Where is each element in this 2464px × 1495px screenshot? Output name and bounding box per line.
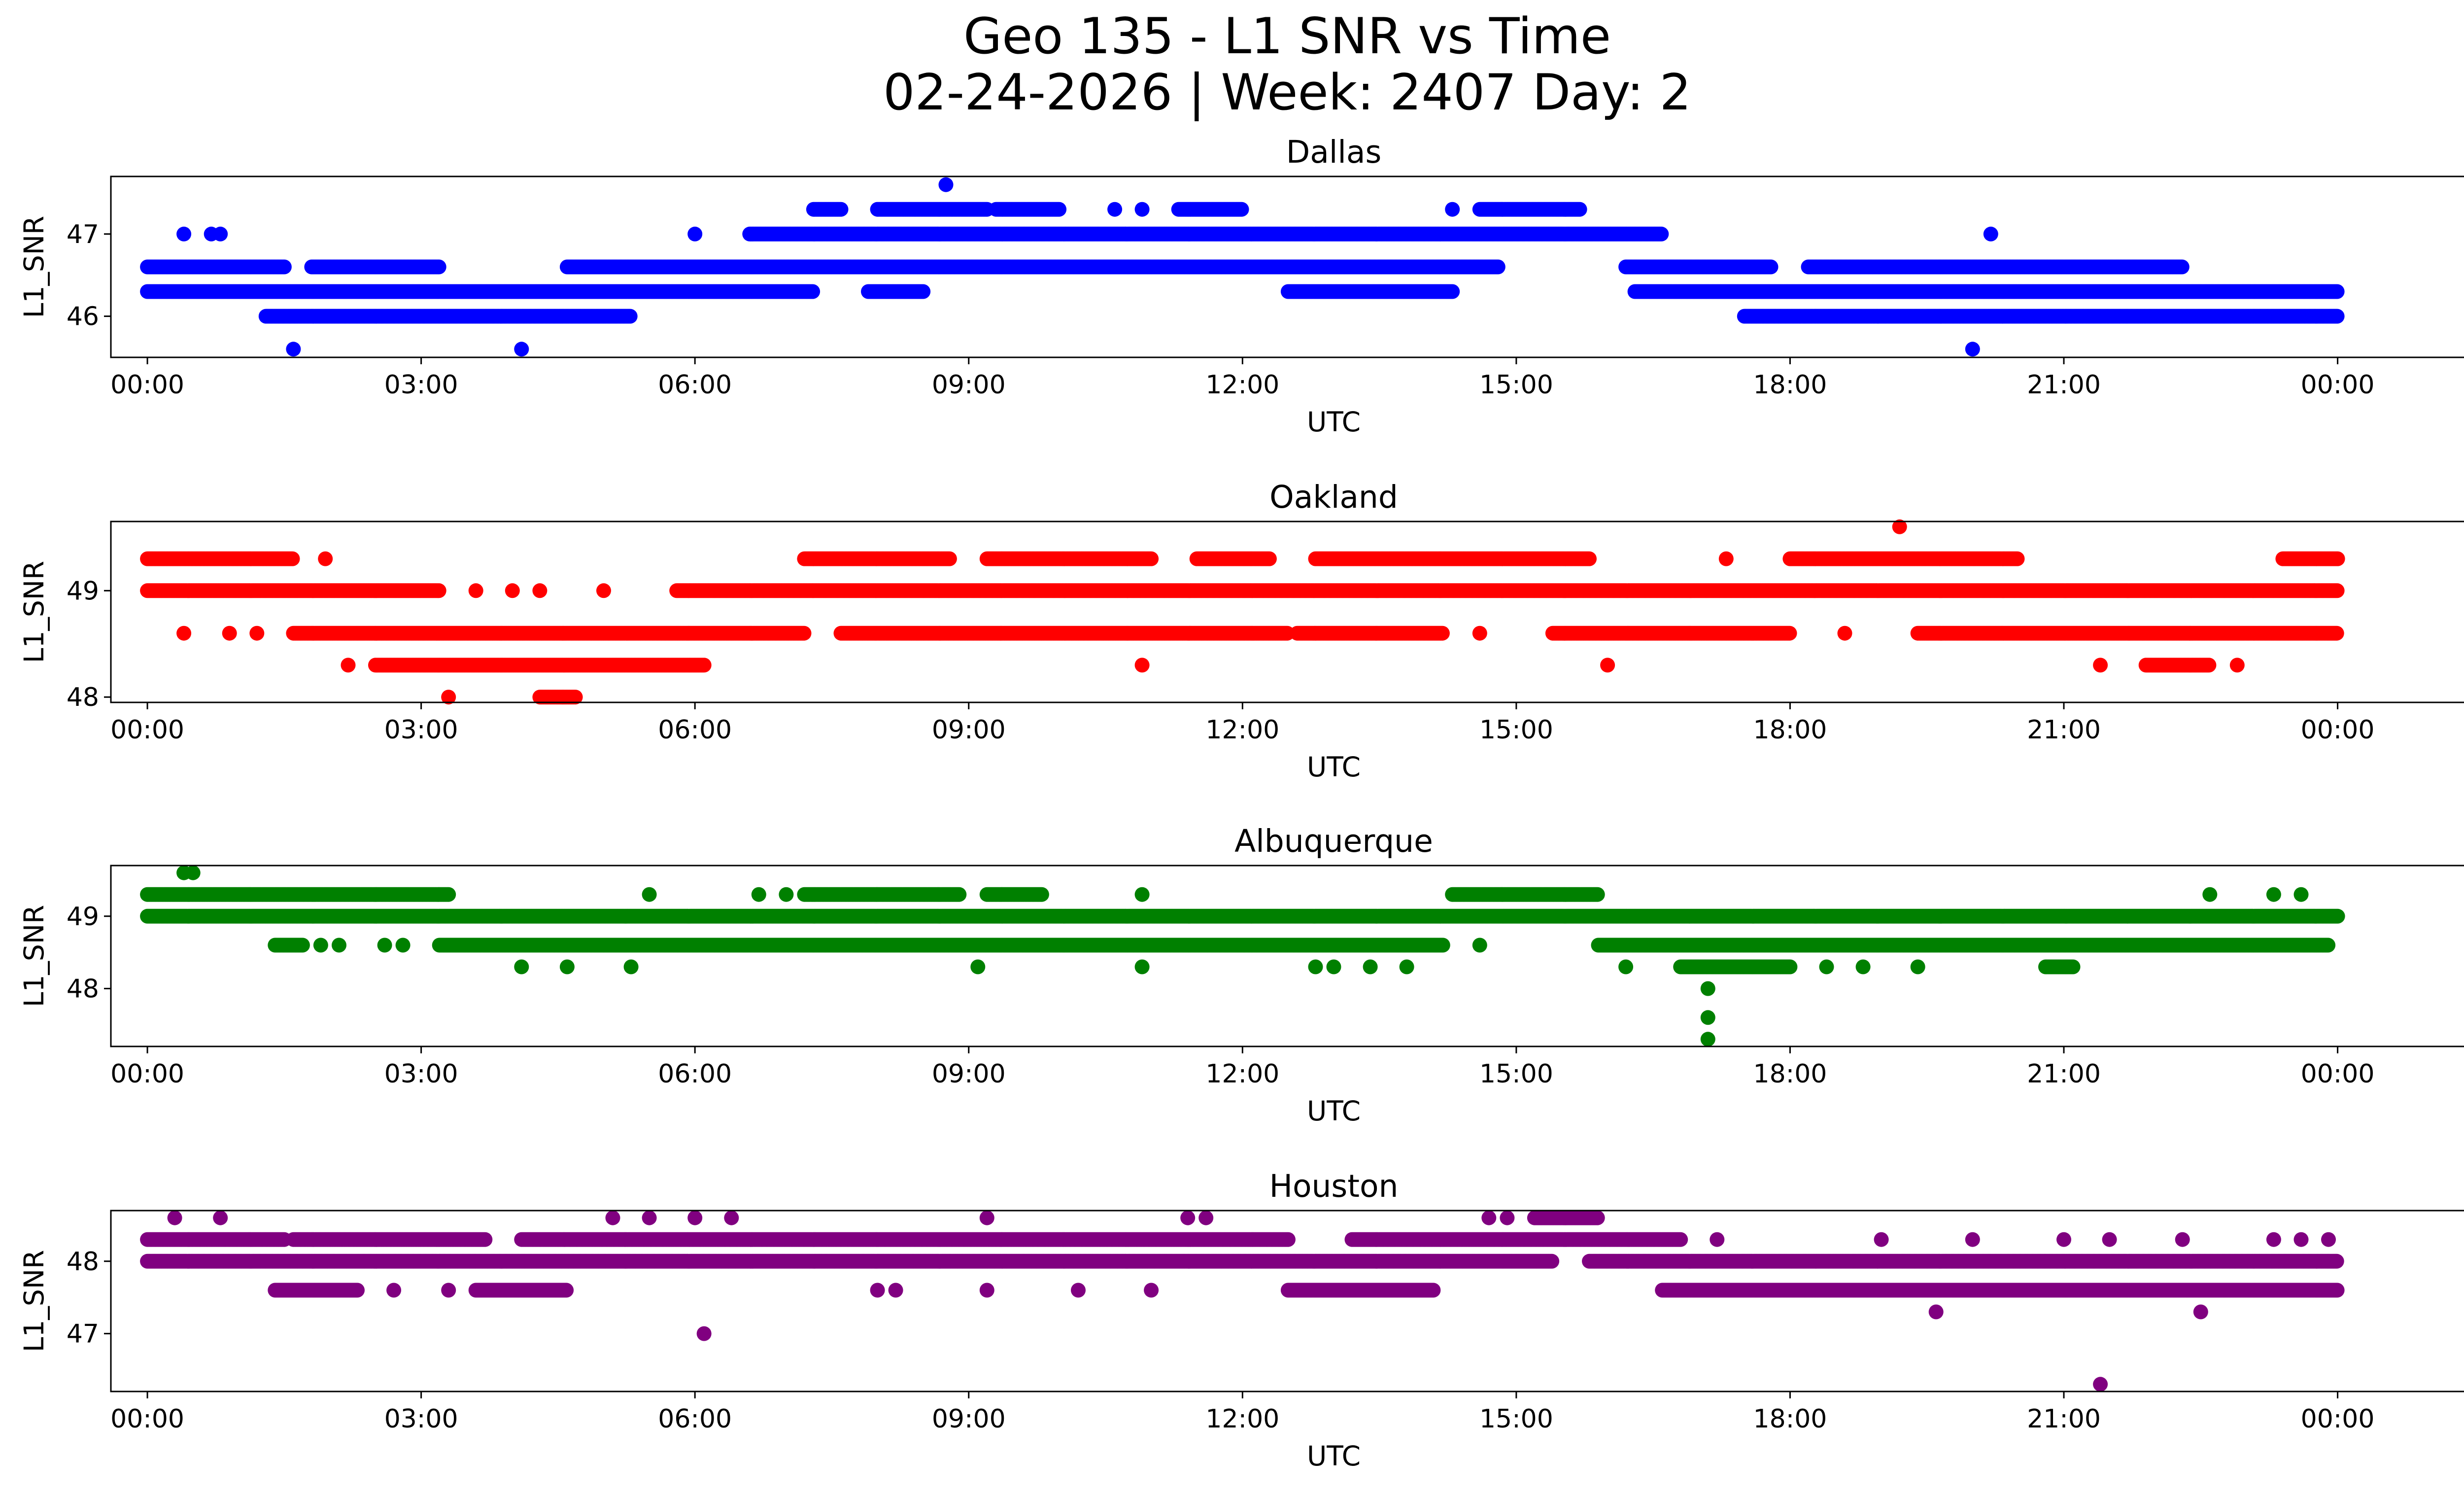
data-point	[805, 284, 821, 299]
x-tick-label: 18:00	[1753, 370, 1827, 400]
data-point	[916, 284, 931, 299]
data-point	[1572, 202, 1587, 217]
data-point	[1763, 259, 1779, 275]
data-point	[1134, 658, 1150, 673]
x-tick-label: 06:00	[658, 370, 732, 400]
data-point	[2229, 658, 2245, 673]
data-point	[2093, 658, 2108, 673]
data-point	[2329, 309, 2345, 324]
data-point	[213, 226, 228, 242]
data-point	[286, 342, 301, 357]
y-tick-label: 47	[67, 220, 99, 249]
subplot-title-dallas: Dallas	[1286, 134, 1382, 170]
data-point	[1965, 342, 1980, 357]
data-point	[1654, 226, 1669, 242]
x-tick-label: 09:00	[932, 370, 1006, 400]
data-point	[1445, 202, 1460, 217]
data-point	[938, 177, 954, 192]
x-tick-label: 00:00	[110, 370, 184, 400]
data-point	[833, 202, 849, 217]
figure-title-line-1: Geo 135 - L1 SNR vs Time	[963, 7, 1611, 65]
y-axis-label-dallas: L1_SNR	[18, 216, 50, 318]
data-point	[1600, 658, 1615, 673]
data-point	[796, 626, 812, 641]
subplots: Dallas 00:00 03:00 06:00 09:00 12:00 15:00 18:0…	[18, 134, 2464, 1472]
x-tick-label: 15:00	[1479, 370, 1553, 400]
subplot-title-oakland: Oakland	[1269, 479, 1398, 515]
x-tick-label: 00:00	[2301, 370, 2375, 400]
data-point	[1445, 284, 1460, 299]
subplot-dallas: Dallas 00:00 03:00 06:00 09:00 12:00 15:00 18:0…	[18, 134, 2464, 438]
data-point	[431, 259, 446, 275]
data-point	[696, 658, 712, 673]
data-point	[1234, 202, 1249, 217]
data-point	[514, 342, 529, 357]
data-point	[276, 259, 292, 275]
y-tick-label: 46	[67, 302, 99, 332]
data-point	[1983, 226, 1998, 242]
data-point	[1490, 259, 1506, 275]
x-axis-label-dallas: UTC	[1307, 406, 1361, 438]
x-tick-label: 12:00	[1205, 370, 1279, 400]
data-point	[687, 226, 703, 242]
data-point	[1052, 202, 1067, 217]
data-point	[622, 309, 638, 324]
data-point	[176, 226, 192, 242]
data-point	[2329, 284, 2345, 299]
data-point	[2201, 658, 2217, 673]
x-tick-label: 03:00	[384, 370, 458, 400]
x-tick-label: 21:00	[2027, 370, 2101, 400]
series-points-dallas	[140, 177, 2345, 357]
data-point	[341, 658, 356, 673]
data-point	[1134, 202, 1150, 217]
data-point	[1107, 202, 1123, 217]
figure-title-line-2: 02-24-2026 | Week: 2407 Day: 2	[883, 63, 1691, 122]
data-point	[2174, 259, 2190, 275]
